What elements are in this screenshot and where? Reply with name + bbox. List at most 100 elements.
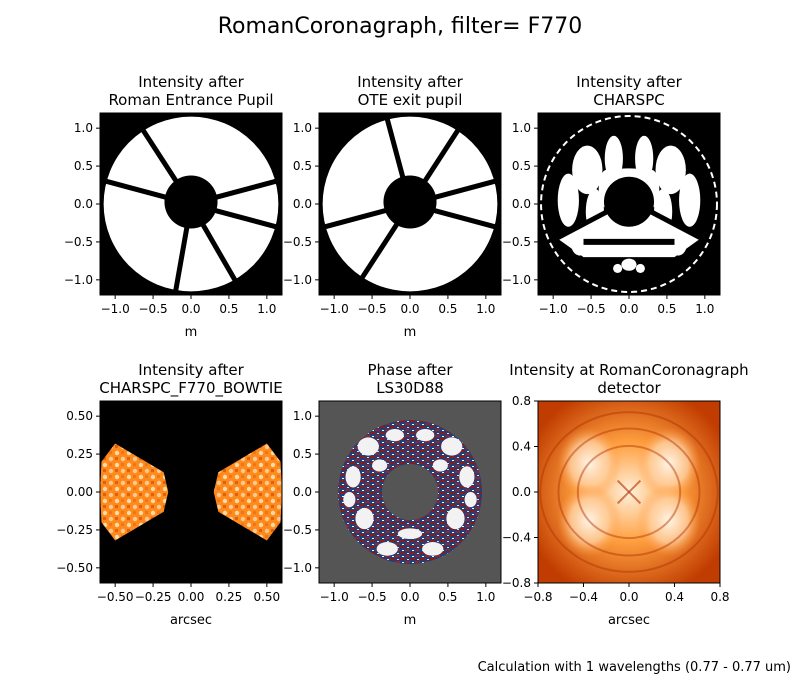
y-tick-label: −0.5 (502, 235, 531, 249)
y-tick-label: −1.0 (283, 273, 312, 287)
x-tick-label: 0.8 (710, 590, 729, 604)
psf-lobe (557, 427, 622, 500)
support-strut (200, 223, 239, 285)
x-axis-label: m (404, 613, 417, 628)
panel-3: Intensity after CHARSPC −1.0 −0.5 0.0 0.5 1.0 −… (502, 73, 721, 316)
psf-ring (539, 411, 719, 573)
x-tick-label: −0.5 (358, 590, 387, 604)
mask-opening (655, 145, 686, 195)
panel-2-image (319, 113, 501, 295)
phase-region (376, 542, 398, 556)
figure-footer: Calculation with 1 wavelengths (0.77 - 0… (478, 660, 791, 675)
panel-4: Intensity after CHARSPC_F770_BOWTIE−0.50−… (56, 361, 283, 628)
phase-region (432, 459, 448, 472)
phase-region (446, 507, 465, 530)
secondary-obscuration (164, 175, 218, 229)
x-tick-label: 0.5 (657, 302, 676, 316)
phase-region (345, 466, 361, 488)
psf-core-line (616, 479, 642, 505)
phase-region (416, 429, 435, 442)
panel-title: Phase after LS30D88 (367, 361, 453, 397)
panel-title: Intensity at RomanCoronagraph detector (509, 361, 748, 397)
x-tick-label: −1.0 (320, 302, 349, 316)
x-tick-label: −1.0 (101, 302, 130, 316)
y-tick-label: −1.0 (502, 273, 531, 287)
y-tick-label: 0.0 (293, 197, 312, 211)
x-tick-label: 1.0 (476, 302, 495, 316)
x-tick-label: 1.0 (476, 590, 495, 604)
support-strut (172, 227, 190, 295)
phase-region (343, 492, 356, 508)
x-tick-label: −0.5 (358, 302, 387, 316)
y-tick-label: 0.0 (512, 485, 531, 499)
y-tick-label: 1.0 (293, 409, 312, 423)
y-tick-label: −0.5 (64, 235, 93, 249)
y-tick-label: 0.0 (293, 485, 312, 499)
mask-opening (572, 145, 603, 195)
support-strut (213, 207, 280, 230)
x-tick-label: 0.0 (400, 590, 419, 604)
x-tick-label: −1.0 (320, 590, 349, 604)
y-tick-label: −1.0 (64, 273, 93, 287)
mask-opening (635, 263, 645, 274)
y-tick-label: 0.50 (66, 409, 93, 423)
support-strut (139, 126, 181, 186)
support-strut (321, 207, 388, 230)
panel-1: Intensity after Roman Entrance Pupil−1.0−… (64, 73, 283, 340)
support-strut (213, 178, 280, 201)
y-tick-label: 0.5 (293, 159, 312, 173)
mask-opening (557, 173, 579, 227)
panel-1-image (100, 113, 282, 295)
phase-region (357, 437, 379, 456)
psf-ring (557, 427, 701, 557)
mask-opening (613, 263, 623, 274)
phase-region (422, 542, 444, 556)
y-tick-label: 1.0 (74, 121, 93, 135)
x-axis-label: arcsec (170, 613, 212, 628)
x-tick-label: −1.0 (539, 302, 568, 316)
x-tick-label: 0.25 (216, 590, 243, 604)
x-tick-label: 1.0 (695, 302, 714, 316)
x-tick-label: −0.25 (135, 590, 172, 604)
x-tick-label: 0.5 (219, 302, 238, 316)
support-strut (102, 178, 169, 201)
bowtie-left-lobe (100, 443, 169, 541)
support-strut (432, 178, 499, 201)
x-tick-label: −0.8 (523, 590, 552, 604)
y-tick-label: 0.5 (293, 447, 312, 461)
phase-region (441, 437, 463, 456)
y-tick-label: 0.8 (512, 394, 531, 408)
y-tick-label: 0.0 (512, 197, 531, 211)
y-tick-label: −0.50 (56, 561, 93, 575)
y-tick-label: −0.25 (56, 523, 93, 537)
lyot-center-obscuration (381, 463, 439, 521)
panel-title: Intensity after OTE exit pupil (357, 73, 463, 109)
phase-region (397, 528, 423, 540)
secondary-obscuration (383, 175, 437, 229)
y-tick-label: 1.0 (293, 121, 312, 135)
x-tick-label: 0.5 (438, 590, 457, 604)
x-tick-label: 0.50 (253, 590, 280, 604)
x-tick-label: −0.5 (577, 302, 606, 316)
panel-5: Phase after LS30D88−1.0 −0.5 0.0 0.5 1.0−1.0−… (283, 361, 502, 628)
support-strut (432, 207, 499, 230)
y-tick-label: 0.5 (512, 159, 531, 173)
panel-2: Intensity after OTE exit pupil −1.0 −0.5 0.0… (283, 73, 502, 340)
x-axis-label: arcsec (608, 613, 650, 628)
x-tick-label: −0.4 (569, 590, 598, 604)
mask-opening (621, 258, 637, 271)
mask-center-obscuration (603, 176, 655, 227)
psf-lobe (636, 484, 701, 557)
x-tick-label: −0.5 (139, 302, 168, 316)
y-tick-label: 0.0 (74, 197, 93, 211)
phase-region (372, 459, 388, 472)
panel-title: Intensity after CHARSPC (576, 73, 682, 109)
x-tick-label: 1.0 (257, 302, 276, 316)
psf-ring (576, 444, 682, 540)
support-strut (358, 222, 400, 282)
panel-4-image (100, 401, 282, 583)
y-tick-label: −0.5 (283, 235, 312, 249)
panel-6: Intensity at RomanCoronagraph detector −0.… (502, 361, 749, 628)
x-tick-label: 0.0 (181, 302, 200, 316)
